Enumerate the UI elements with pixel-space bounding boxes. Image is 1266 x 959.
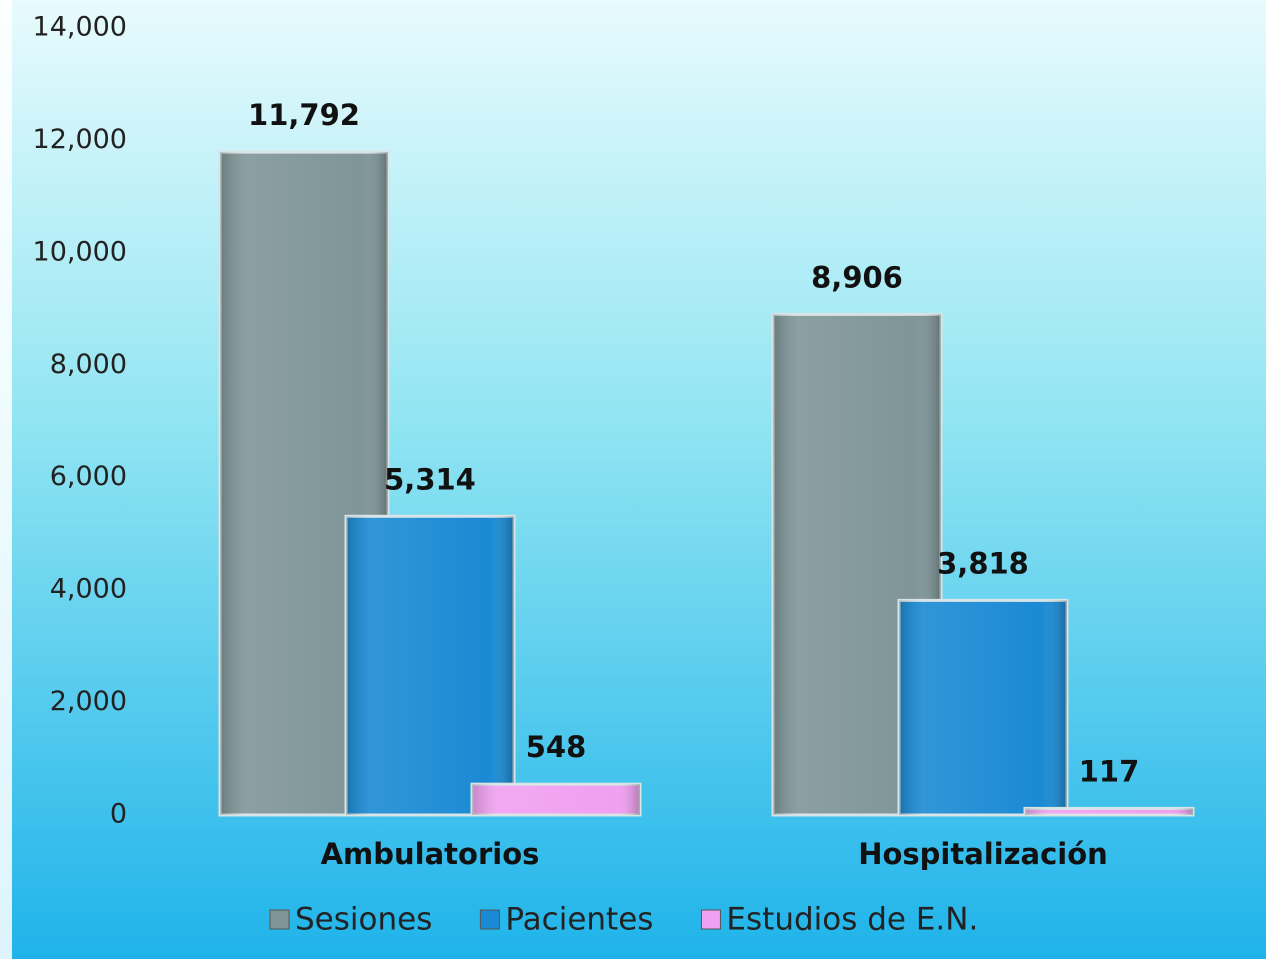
value-label: 548 (526, 730, 587, 764)
y-tick-label: 2,000 (50, 686, 127, 717)
y-tick-label: 10,000 (33, 236, 127, 267)
y-tick-label: 4,000 (50, 574, 127, 605)
y-tick-label: 12,000 (33, 124, 127, 155)
x-tick-label: Hospitalización (858, 837, 1108, 871)
legend-label: Estudios de E.N. (726, 902, 978, 938)
y-tick-label: 14,000 (33, 12, 127, 43)
x-tick-label: Ambulatorios (321, 837, 540, 871)
left-strip (0, 0, 12, 959)
legend-swatch (700, 909, 721, 930)
y-tick-label: 8,000 (50, 349, 127, 380)
legend-swatch (269, 909, 290, 930)
legend-label: Sesiones (295, 902, 432, 938)
bar-shade (472, 784, 640, 815)
legend-swatch (479, 909, 500, 930)
legend-label: Pacientes (505, 902, 653, 938)
value-label: 11,792 (248, 98, 360, 132)
bar-shade (899, 600, 1067, 815)
y-tick-label: 6,000 (50, 461, 127, 492)
value-label: 8,906 (811, 260, 903, 294)
value-label: 117 (1079, 754, 1140, 788)
value-label: 5,314 (384, 462, 476, 496)
bar-shade (1025, 808, 1193, 815)
value-label: 3,818 (937, 546, 1029, 580)
y-tick-label: 0 (110, 799, 127, 830)
bar-shade (346, 516, 514, 815)
